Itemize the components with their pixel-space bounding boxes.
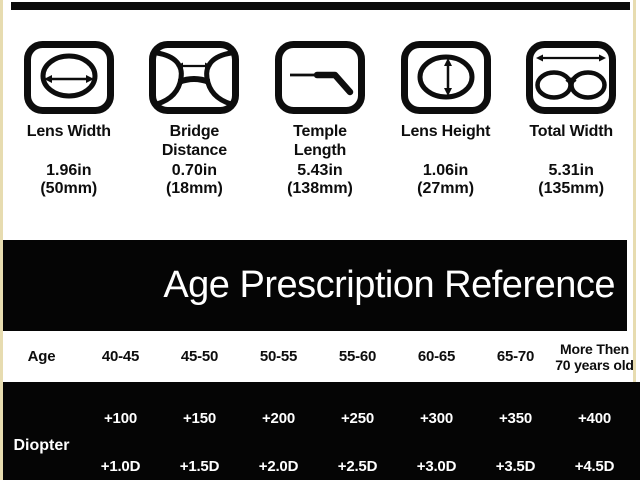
diopter-value-cell: +150 <box>183 409 216 427</box>
measurement-value: 0.70in (18mm) <box>166 162 223 198</box>
diopter-value-cell: +100 <box>104 409 137 427</box>
right-edge-strip <box>633 0 636 382</box>
measurement-total-width: Total Width 5.31in (135mm) <box>508 40 634 240</box>
age-header-cell: Age <box>27 348 56 365</box>
age-range-cell: 65-70 <box>496 348 535 365</box>
top-divider-bar <box>11 2 630 10</box>
measurement-inches: 1.96in <box>46 162 92 179</box>
age-range-cell: 60-65 <box>417 348 456 365</box>
diopter-value-cell: +2.5D <box>337 457 378 475</box>
diopter-value-cell: +200 <box>262 409 295 427</box>
diopter-value-cell: +3.0D <box>416 457 457 475</box>
measurement-mm: (138mm) <box>287 180 353 197</box>
diopter-value-cell: +3.5D <box>495 457 536 475</box>
diopter-value-cell: +350 <box>499 409 532 427</box>
measurement-label: Lens Width <box>26 123 111 140</box>
measurement-value: 5.43in (138mm) <box>287 162 353 198</box>
measurement-label: Bridge Distance <box>161 123 227 159</box>
frame-measurements-section: Lens Width 1.96in (50mm) Bridge Distance <box>0 10 640 240</box>
diopter-value-cell: +4.5D <box>574 457 615 475</box>
measurement-bridge-distance: Bridge Distance 0.70in (18mm) <box>132 40 258 240</box>
banner-title: Age Prescription Reference <box>163 264 615 306</box>
measurement-lens-height: Lens Height 1.06in (27mm) <box>383 40 509 240</box>
temple-length-icon <box>274 40 366 115</box>
measurement-mm: (50mm) <box>40 180 98 197</box>
diopter-value-cell: +300 <box>420 409 453 427</box>
diopter-row-label: Diopter <box>13 437 70 454</box>
bridge-distance-icon <box>148 40 240 115</box>
total-width-icon <box>525 40 617 115</box>
measurement-label: Temple Length <box>293 123 347 159</box>
age-range-cell: 45-50 <box>180 348 219 365</box>
age-range-cell: 50-55 <box>259 348 298 365</box>
measurement-mm: (135mm) <box>538 180 605 197</box>
age-table-header: Age 40-45 45-50 50-55 55-60 60-65 65-70 … <box>2 331 634 382</box>
age-range-cell: 40-45 <box>101 348 140 365</box>
lens-width-icon <box>23 40 115 115</box>
measurement-lens-width: Lens Width 1.96in (50mm) <box>6 40 132 240</box>
measurement-inches: 5.43in <box>297 162 343 179</box>
left-edge-strip <box>0 0 3 480</box>
measurement-value: 1.96in (50mm) <box>40 162 97 198</box>
diopter-value-cell: +2.0D <box>258 457 299 475</box>
diopter-value-cell: +1.0D <box>100 457 141 475</box>
measurement-temple-length: Temple Length 5.43in (138mm) <box>257 40 383 240</box>
diopter-table-body: Diopter +100 +150 +200 +250 +300 +350 +4… <box>0 382 640 480</box>
lens-height-icon <box>400 40 492 115</box>
age-range-cell: More Then 70 years old <box>555 340 634 373</box>
age-prescription-banner: Age Prescription Reference <box>3 240 627 331</box>
measurement-inches: 1.06in <box>422 162 469 179</box>
diopter-value-cell: +1.5D <box>179 457 220 475</box>
measurement-value: 5.31in (135mm) <box>538 162 604 198</box>
measurement-inches: 5.31in <box>548 162 594 179</box>
measurement-value: 1.06in (27mm) <box>417 162 474 198</box>
age-range-cell: 55-60 <box>338 348 377 365</box>
infographic-page: Lens Width 1.96in (50mm) Bridge Distance <box>0 0 640 480</box>
diopter-value-cell: +400 <box>578 409 611 427</box>
measurement-label: Total Width <box>529 123 613 140</box>
measurement-mm: (27mm) <box>417 180 475 197</box>
measurement-label: Lens Height <box>400 123 491 140</box>
measurement-inches: 0.70in <box>171 162 218 179</box>
measurement-mm: (18mm) <box>165 180 223 197</box>
diopter-value-cell: +250 <box>341 409 374 427</box>
